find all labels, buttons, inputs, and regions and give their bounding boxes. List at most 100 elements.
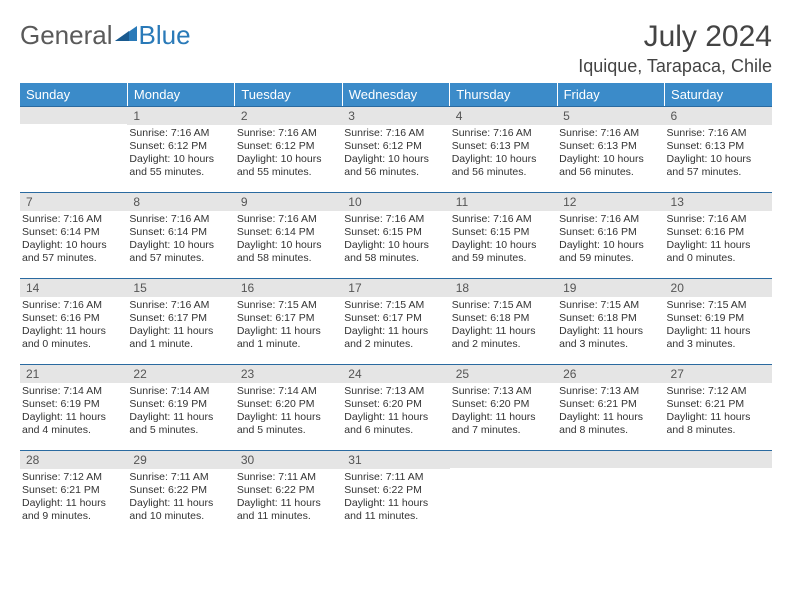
empty-day bbox=[665, 450, 772, 468]
sunset-text: Sunset: 6:22 PM bbox=[129, 484, 230, 497]
day-number: 25 bbox=[450, 364, 557, 383]
sunrise-text: Sunrise: 7:16 AM bbox=[344, 213, 445, 226]
day-header: Tuesday bbox=[235, 83, 342, 106]
sunset-text: Sunset: 6:13 PM bbox=[559, 140, 660, 153]
daylight-text: Daylight: 10 hours and 57 minutes. bbox=[667, 153, 768, 179]
day-number: 20 bbox=[665, 278, 772, 297]
sunrise-text: Sunrise: 7:16 AM bbox=[667, 127, 768, 140]
sunset-text: Sunset: 6:16 PM bbox=[559, 226, 660, 239]
sunrise-text: Sunrise: 7:16 AM bbox=[452, 213, 553, 226]
daylight-text: Daylight: 11 hours and 3 minutes. bbox=[667, 325, 768, 351]
daylight-text: Daylight: 10 hours and 57 minutes. bbox=[22, 239, 123, 265]
day-info: Sunrise: 7:16 AMSunset: 6:16 PMDaylight:… bbox=[665, 211, 772, 268]
day-info: Sunrise: 7:11 AMSunset: 6:22 PMDaylight:… bbox=[127, 469, 234, 526]
daylight-text: Daylight: 11 hours and 2 minutes. bbox=[344, 325, 445, 351]
sunrise-text: Sunrise: 7:16 AM bbox=[22, 213, 123, 226]
calendar-table: Sunday Monday Tuesday Wednesday Thursday… bbox=[20, 83, 772, 536]
day-header: Friday bbox=[557, 83, 664, 106]
daylight-text: Daylight: 11 hours and 4 minutes. bbox=[22, 411, 123, 437]
calendar-body: 1Sunrise: 7:16 AMSunset: 6:12 PMDaylight… bbox=[20, 106, 772, 536]
day-number: 4 bbox=[450, 106, 557, 125]
calendar-cell: 3Sunrise: 7:16 AMSunset: 6:12 PMDaylight… bbox=[342, 106, 449, 192]
calendar-cell: 15Sunrise: 7:16 AMSunset: 6:17 PMDayligh… bbox=[127, 278, 234, 364]
calendar-cell: 5Sunrise: 7:16 AMSunset: 6:13 PMDaylight… bbox=[557, 106, 664, 192]
sunset-text: Sunset: 6:12 PM bbox=[129, 140, 230, 153]
daylight-text: Daylight: 11 hours and 0 minutes. bbox=[667, 239, 768, 265]
day-number: 30 bbox=[235, 450, 342, 469]
day-number: 6 bbox=[665, 106, 772, 125]
daylight-text: Daylight: 11 hours and 10 minutes. bbox=[129, 497, 230, 523]
sunrise-text: Sunrise: 7:13 AM bbox=[452, 385, 553, 398]
week-row: 1Sunrise: 7:16 AMSunset: 6:12 PMDaylight… bbox=[20, 106, 772, 192]
calendar-cell: 14Sunrise: 7:16 AMSunset: 6:16 PMDayligh… bbox=[20, 278, 127, 364]
daylight-text: Daylight: 10 hours and 59 minutes. bbox=[452, 239, 553, 265]
sunrise-text: Sunrise: 7:14 AM bbox=[129, 385, 230, 398]
day-info: Sunrise: 7:15 AMSunset: 6:17 PMDaylight:… bbox=[235, 297, 342, 354]
calendar-cell: 30Sunrise: 7:11 AMSunset: 6:22 PMDayligh… bbox=[235, 450, 342, 536]
sunset-text: Sunset: 6:12 PM bbox=[344, 140, 445, 153]
daylight-text: Daylight: 11 hours and 2 minutes. bbox=[452, 325, 553, 351]
sunrise-text: Sunrise: 7:16 AM bbox=[559, 213, 660, 226]
day-info: Sunrise: 7:13 AMSunset: 6:20 PMDaylight:… bbox=[342, 383, 449, 440]
day-number: 28 bbox=[20, 450, 127, 469]
calendar-cell: 16Sunrise: 7:15 AMSunset: 6:17 PMDayligh… bbox=[235, 278, 342, 364]
daylight-text: Daylight: 11 hours and 9 minutes. bbox=[22, 497, 123, 523]
logo: General Blue bbox=[20, 20, 191, 51]
calendar-cell: 6 Sunrise: 7:16 AMSunset: 6:13 PMDaylight… bbox=[665, 106, 772, 192]
sunrise-text: Sunrise: 7:16 AM bbox=[129, 127, 230, 140]
sunset-text: Sunset: 6:21 PM bbox=[22, 484, 123, 497]
daylight-text: Daylight: 10 hours and 58 minutes. bbox=[344, 239, 445, 265]
sunrise-text: Sunrise: 7:12 AM bbox=[667, 385, 768, 398]
day-number: 5 bbox=[557, 106, 664, 125]
sunrise-text: Sunrise: 7:15 AM bbox=[667, 299, 768, 312]
sunset-text: Sunset: 6:19 PM bbox=[129, 398, 230, 411]
sunset-text: Sunset: 6:14 PM bbox=[22, 226, 123, 239]
day-number: 7 bbox=[20, 192, 127, 211]
calendar-cell: 8Sunrise: 7:16 AMSunset: 6:14 PMDaylight… bbox=[127, 192, 234, 278]
day-number: 15 bbox=[127, 278, 234, 297]
calendar-cell: 20Sunrise: 7:15 AMSunset: 6:19 PMDayligh… bbox=[665, 278, 772, 364]
sunrise-text: Sunrise: 7:13 AM bbox=[559, 385, 660, 398]
sunrise-text: Sunrise: 7:16 AM bbox=[22, 299, 123, 312]
day-info: Sunrise: 7:13 AMSunset: 6:21 PMDaylight:… bbox=[557, 383, 664, 440]
day-number: 23 bbox=[235, 364, 342, 383]
day-number: 21 bbox=[20, 364, 127, 383]
calendar-cell: 13Sunrise: 7:16 AMSunset: 6:16 PMDayligh… bbox=[665, 192, 772, 278]
sunset-text: Sunset: 6:16 PM bbox=[667, 226, 768, 239]
sunrise-text: Sunrise: 7:16 AM bbox=[344, 127, 445, 140]
sunset-text: Sunset: 6:22 PM bbox=[344, 484, 445, 497]
day-info: Sunrise: 7:11 AMSunset: 6:22 PMDaylight:… bbox=[235, 469, 342, 526]
daylight-text: Daylight: 11 hours and 6 minutes. bbox=[344, 411, 445, 437]
calendar-cell: 24Sunrise: 7:13 AMSunset: 6:20 PMDayligh… bbox=[342, 364, 449, 450]
location: Iquique, Tarapaca, Chile bbox=[578, 56, 772, 77]
calendar-cell: 26Sunrise: 7:13 AMSunset: 6:21 PMDayligh… bbox=[557, 364, 664, 450]
day-number: 12 bbox=[557, 192, 664, 211]
daylight-text: Daylight: 10 hours and 56 minutes. bbox=[344, 153, 445, 179]
calendar-cell: 9Sunrise: 7:16 AMSunset: 6:14 PMDaylight… bbox=[235, 192, 342, 278]
month-title: July 2024 bbox=[578, 20, 772, 54]
sunset-text: Sunset: 6:17 PM bbox=[129, 312, 230, 325]
day-info: Sunrise: 7:15 AMSunset: 6:19 PMDaylight:… bbox=[665, 297, 772, 354]
sunset-text: Sunset: 6:14 PM bbox=[129, 226, 230, 239]
calendar-cell: 27Sunrise: 7:12 AMSunset: 6:21 PMDayligh… bbox=[665, 364, 772, 450]
sunset-text: Sunset: 6:12 PM bbox=[237, 140, 338, 153]
logo-text-general: General bbox=[20, 20, 113, 51]
calendar-cell: 4Sunrise: 7:16 AMSunset: 6:13 PMDaylight… bbox=[450, 106, 557, 192]
day-info: Sunrise: 7:15 AMSunset: 6:18 PMDaylight:… bbox=[450, 297, 557, 354]
day-info: Sunrise: 7:16 AMSunset: 6:14 PMDaylight:… bbox=[127, 211, 234, 268]
day-info: Sunrise: 7:13 AMSunset: 6:20 PMDaylight:… bbox=[450, 383, 557, 440]
sunset-text: Sunset: 6:13 PM bbox=[667, 140, 768, 153]
sunrise-text: Sunrise: 7:15 AM bbox=[559, 299, 660, 312]
day-number: 31 bbox=[342, 450, 449, 469]
daylight-text: Daylight: 11 hours and 5 minutes. bbox=[237, 411, 338, 437]
daylight-text: Daylight: 11 hours and 3 minutes. bbox=[559, 325, 660, 351]
sunset-text: Sunset: 6:21 PM bbox=[559, 398, 660, 411]
empty-day bbox=[450, 450, 557, 468]
day-info: Sunrise: 7:16 AMSunset: 6:14 PMDaylight:… bbox=[20, 211, 127, 268]
calendar-cell: 28Sunrise: 7:12 AMSunset: 6:21 PMDayligh… bbox=[20, 450, 127, 536]
day-number: 24 bbox=[342, 364, 449, 383]
calendar-cell bbox=[557, 450, 664, 536]
sunrise-text: Sunrise: 7:16 AM bbox=[237, 127, 338, 140]
sunrise-text: Sunrise: 7:11 AM bbox=[129, 471, 230, 484]
calendar-cell: 19Sunrise: 7:15 AMSunset: 6:18 PMDayligh… bbox=[557, 278, 664, 364]
